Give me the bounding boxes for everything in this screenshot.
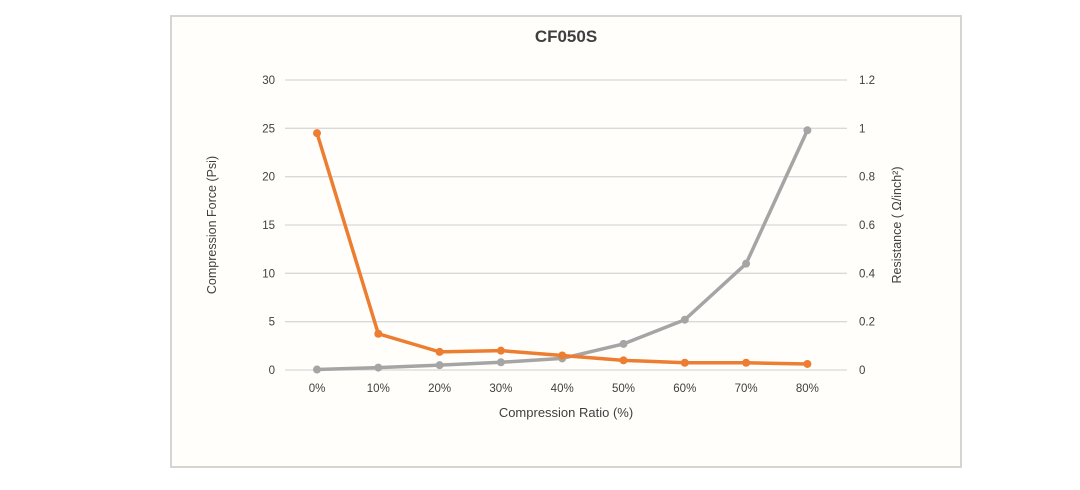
y-axis-right-tick-label: 1 <box>859 123 865 135</box>
y-axis-left-tick-label: 25 <box>262 123 275 135</box>
series-line-compression-force <box>315 128 810 372</box>
x-axis-tick-label: 10% <box>367 383 390 395</box>
data-point-resistance <box>619 356 628 365</box>
y-axis-right-tick-label: 0.2 <box>859 317 875 329</box>
data-point-resistance <box>680 358 689 367</box>
data-point-resistance <box>435 347 444 356</box>
data-point-resistance <box>313 129 321 138</box>
x-axis-tick-label: 40% <box>551 383 574 395</box>
y-axis-left-tick-label: 0 <box>269 365 275 377</box>
x-axis-tick-label: 80% <box>796 383 819 395</box>
data-point-compression-force <box>496 358 505 367</box>
y-axis-right-tick-label: 1.2 <box>859 75 875 87</box>
data-point-resistance <box>374 329 383 338</box>
data-point-compression-force <box>435 361 444 370</box>
y-axis-left-tick-label: 20 <box>262 172 275 184</box>
data-point-resistance <box>803 359 812 368</box>
data-point-compression-force <box>313 365 321 374</box>
y-axis-right-tick-label: 0 <box>859 365 865 377</box>
y-axis-right-tick-label: 0.4 <box>859 268 876 280</box>
chart-card: CF050S Compression Force (Psi) Resistanc… <box>170 15 962 468</box>
line-chart-plot-area: 0 5 10 15 20 25 30 0 0.2 0.4 0.6 0.8 1 1.2 0% 10% 20% 30%… <box>262 75 876 395</box>
y-axis-left-tick-label: 5 <box>269 317 275 329</box>
y-axis-title-right: Resistance ( Ω/inch²) <box>890 166 904 284</box>
x-axis-tick-label: 70% <box>735 383 758 395</box>
x-axis-tick-label: 50% <box>612 383 635 395</box>
y-axis-left-tick-label: 30 <box>262 75 275 87</box>
y-axis-left-tick-label: 15 <box>262 220 275 232</box>
y-axis-title-left: Compression Force (Psi) <box>205 155 219 295</box>
y-axis-left-tick-label: 10 <box>262 268 275 280</box>
data-point-compression-force <box>619 339 628 348</box>
x-axis-tick-label: 20% <box>428 383 451 395</box>
x-axis-title: Compression Ratio (%) <box>498 405 634 420</box>
data-point-compression-force <box>374 363 383 372</box>
x-axis-tick-label: 0% <box>309 383 326 395</box>
data-point-compression-force <box>680 315 689 324</box>
series-line-resistance <box>315 131 810 366</box>
y-axis-right-tick-label: 0.8 <box>859 172 875 184</box>
data-point-compression-force <box>742 259 751 268</box>
y-axis-right-tick-label: 0.6 <box>859 220 875 232</box>
x-axis-tick-label: 60% <box>673 383 696 395</box>
data-point-resistance <box>496 346 505 355</box>
x-axis-tick-label: 30% <box>489 383 512 395</box>
data-point-resistance <box>742 358 751 367</box>
chart-title: CF050S <box>534 27 598 46</box>
data-point-compression-force <box>803 126 812 135</box>
data-point-resistance <box>558 351 567 360</box>
